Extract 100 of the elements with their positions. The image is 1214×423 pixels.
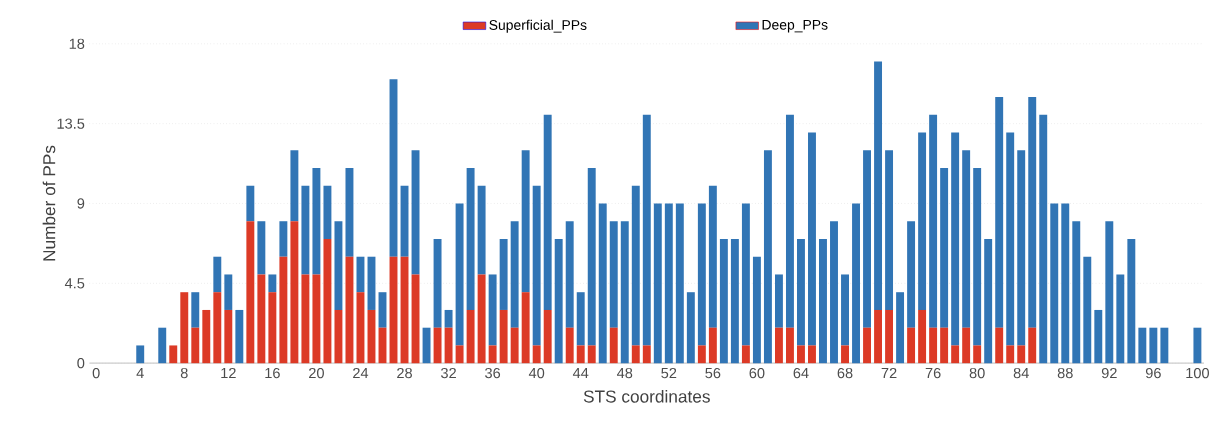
bar [499, 239, 508, 310]
bar [951, 345, 960, 364]
x-tick-label: 92 [1101, 367, 1117, 379]
bar [169, 345, 178, 364]
bar [323, 239, 332, 364]
x-tick-label: 96 [1145, 367, 1161, 379]
bar [1061, 203, 1070, 364]
bar [808, 132, 816, 346]
x-tick-label: 4 [136, 367, 144, 378]
bar [819, 239, 827, 364]
bar [918, 310, 927, 364]
bar [951, 132, 960, 346]
x-tick-label: 24 [353, 367, 369, 379]
bar [808, 345, 816, 364]
bar [279, 256, 288, 364]
bar [202, 310, 211, 364]
bar [268, 292, 277, 364]
bar [962, 327, 971, 364]
bar [290, 221, 299, 364]
bar [863, 327, 871, 364]
bar [576, 345, 585, 364]
x-tick-label: 76 [925, 367, 941, 379]
bar [697, 345, 706, 364]
bar [444, 327, 453, 364]
bar [279, 221, 288, 257]
bar [863, 150, 871, 328]
bar [543, 310, 552, 364]
x-tick-label: 16 [265, 367, 280, 379]
bar [785, 114, 794, 328]
bar [929, 114, 938, 328]
bar [1072, 221, 1081, 364]
bar [433, 239, 442, 328]
bar [521, 292, 530, 364]
bar [852, 203, 860, 364]
bar [488, 274, 497, 346]
y-tick-label: 18 [69, 38, 85, 49]
x-tick-label: 84 [1013, 367, 1029, 379]
bar [345, 168, 354, 257]
bar [907, 221, 916, 328]
bar [1083, 256, 1092, 364]
x-tick-label: 44 [572, 367, 589, 378]
y-tick-label: 4.5 [64, 278, 85, 289]
bar [290, 150, 299, 222]
bar [708, 185, 717, 328]
x-tick-label: 8 [180, 367, 188, 379]
x-tick-label: 64 [793, 367, 809, 379]
bar [444, 310, 453, 328]
bar [532, 185, 541, 346]
bar [962, 150, 971, 328]
bar [543, 114, 552, 310]
bar [191, 327, 200, 364]
bar [642, 345, 651, 364]
bar [730, 239, 739, 364]
bar [1105, 221, 1114, 364]
bar [334, 310, 343, 364]
bar [554, 239, 563, 364]
bar [1006, 345, 1015, 364]
bar [929, 327, 938, 364]
x-tick-label: 20 [309, 367, 324, 379]
bar [785, 327, 794, 364]
bar [477, 185, 486, 275]
bar [1138, 327, 1147, 364]
bar [631, 345, 640, 364]
bar [907, 327, 916, 364]
bar [1017, 150, 1026, 346]
bar [631, 185, 640, 346]
x-tick-label: 100 [1186, 367, 1209, 379]
bar [896, 292, 905, 364]
bar [609, 327, 618, 364]
bar [587, 345, 596, 364]
bar [224, 274, 233, 310]
bar [995, 327, 1004, 364]
x-tick-label: 40 [528, 367, 545, 379]
bar [191, 292, 200, 328]
bar [587, 168, 596, 346]
bar [312, 168, 321, 275]
bar [664, 203, 673, 364]
bar [1028, 327, 1037, 364]
bar [246, 221, 255, 364]
y-axis-title: Number of PPs [42, 145, 56, 261]
bar [741, 345, 750, 364]
bar [257, 221, 266, 275]
bar [433, 327, 442, 364]
bar [995, 97, 1004, 328]
y-tick-label: 0 [77, 358, 85, 369]
bar [885, 310, 894, 364]
x-tick-label: 28 [397, 367, 412, 379]
x-axis-title: STS coordinates [583, 390, 710, 403]
bar [422, 327, 431, 364]
bar [918, 132, 927, 310]
bar [940, 327, 949, 364]
bar [1094, 310, 1103, 364]
bar [609, 221, 618, 328]
bar [455, 203, 464, 346]
bar [455, 345, 464, 364]
bar [1149, 327, 1158, 364]
y-tick-label: 13.5 [57, 118, 85, 129]
bar [224, 310, 233, 364]
bar [521, 150, 530, 293]
bar [158, 327, 167, 364]
